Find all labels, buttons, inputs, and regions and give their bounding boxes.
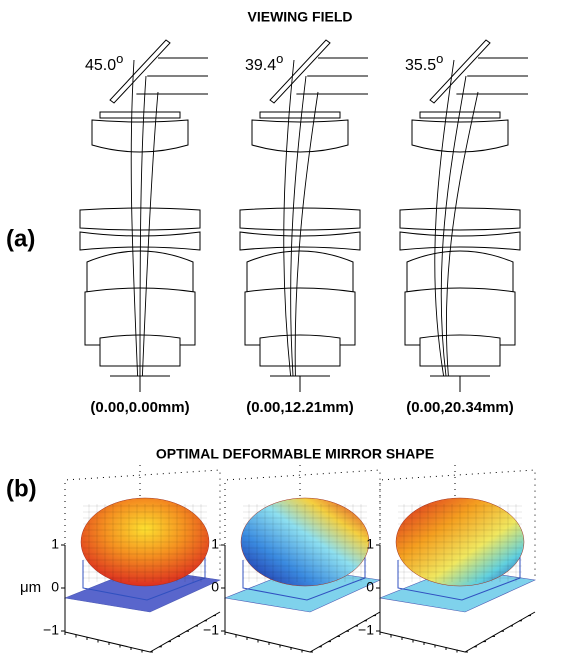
lens	[412, 120, 508, 152]
z-tick-label: 0	[211, 579, 219, 595]
z-tick-label: 0	[51, 579, 59, 595]
angle-label: 35.5o	[405, 51, 443, 74]
base-axes	[225, 612, 380, 652]
lens	[400, 208, 520, 230]
lens	[407, 251, 513, 293]
lens	[247, 251, 353, 293]
angle-value: 39.4	[245, 57, 276, 74]
lens	[400, 232, 520, 250]
base-axes	[380, 612, 535, 652]
field-label: (0.00,20.34mm)	[406, 399, 514, 416]
angle-label: 45.0o	[85, 51, 123, 74]
degree-sign: o	[436, 51, 443, 66]
panel-a-label: (a)	[6, 225, 35, 252]
base-axes	[65, 612, 220, 652]
lens	[92, 120, 188, 152]
z-tick-label: −1	[203, 622, 219, 638]
unit-label: μm	[20, 579, 41, 596]
z-tick-label: −1	[358, 622, 374, 638]
field-label: (0.00,12.21mm)	[246, 399, 354, 416]
lens	[420, 335, 500, 366]
z-tick-label: 0	[366, 579, 374, 595]
field-label: (0.00,0.00mm)	[90, 399, 189, 416]
panel-b-label: (b)	[6, 475, 37, 502]
figure: VIEWING FIELD (a) OPTIMAL DEFORMABLE MIR…	[0, 0, 570, 660]
z-tick-label: 1	[51, 536, 59, 552]
angle-label: 39.4o	[245, 51, 283, 74]
z-tick-label: 1	[366, 536, 374, 552]
lens	[252, 120, 348, 152]
degree-sign: o	[116, 51, 123, 66]
lens	[240, 208, 360, 230]
z-tick-label: 1	[211, 536, 219, 552]
z-tick-label: −1	[43, 622, 59, 638]
lens	[100, 112, 180, 118]
panel-a-title: VIEWING FIELD	[248, 9, 353, 25]
lens	[80, 208, 200, 230]
angle-value: 45.0	[85, 57, 116, 74]
panel-b-title: OPTIMAL DEFORMABLE MIRROR SHAPE	[156, 446, 434, 462]
angle-value: 35.5	[405, 57, 436, 74]
lens	[260, 335, 340, 366]
degree-sign: o	[276, 51, 283, 66]
lens	[260, 112, 340, 118]
